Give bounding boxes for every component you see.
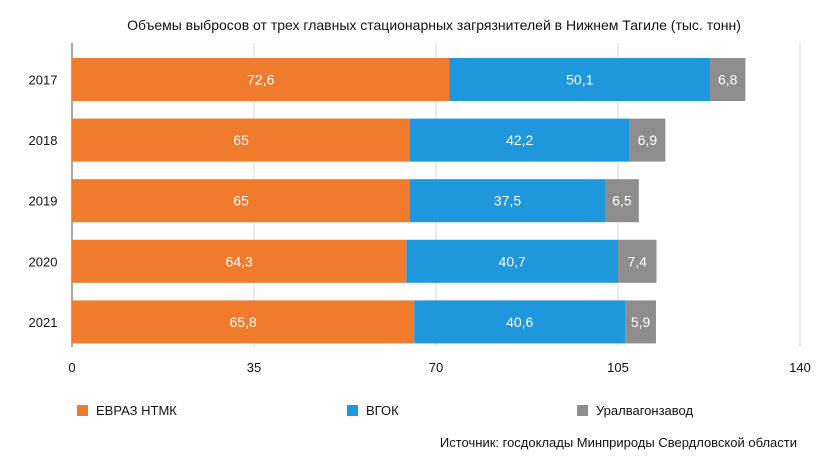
data-label: 65 bbox=[233, 132, 249, 148]
bar-segment bbox=[629, 118, 666, 162]
source-note: Источник: госдоклады Минприроды Свердлов… bbox=[439, 435, 797, 450]
bars-layer: 72,6 50,1 6,8 65 42,2 6,9 65 37,5 6,5 64,3 40,7 7,4… bbox=[72, 58, 746, 344]
category-label: 2018 bbox=[29, 133, 58, 148]
category-label: 2017 bbox=[29, 73, 58, 88]
data-label: 72,6 bbox=[247, 72, 274, 88]
category-label: 2020 bbox=[29, 254, 58, 269]
data-label: 6,5 bbox=[612, 193, 632, 209]
data-label: 50,1 bbox=[566, 72, 593, 88]
x-tick-label: 105 bbox=[607, 360, 629, 375]
data-label: 6,8 bbox=[718, 72, 738, 88]
bar-segment bbox=[72, 300, 415, 344]
bar-segment bbox=[410, 179, 605, 223]
bar-segment bbox=[414, 300, 626, 344]
data-label: 5,9 bbox=[631, 314, 651, 330]
bar-segment bbox=[72, 179, 410, 223]
legend-label: ВГОК bbox=[366, 403, 399, 418]
data-label: 40,6 bbox=[506, 314, 533, 330]
legend-label: ЕВРАЗ НТМК bbox=[96, 403, 177, 418]
x-tick-label: 35 bbox=[247, 360, 261, 375]
x-tick-label: 140 bbox=[789, 360, 811, 375]
category-labels-layer: 2017 2018 2019 2020 2021 bbox=[29, 73, 58, 330]
category-label: 2021 bbox=[29, 315, 58, 330]
bar-segment bbox=[449, 58, 711, 101]
data-label: 37,5 bbox=[494, 193, 521, 209]
legend-label: Уралвагонзавод bbox=[596, 403, 693, 418]
legend-swatch bbox=[577, 405, 588, 416]
bar-segment bbox=[406, 239, 618, 283]
category-label: 2019 bbox=[29, 194, 58, 209]
bar-segment bbox=[618, 239, 657, 283]
bar-segment bbox=[72, 58, 450, 101]
legend-swatch bbox=[77, 405, 88, 416]
data-label: 65 bbox=[233, 193, 249, 209]
bar-segment bbox=[710, 58, 746, 101]
bar-segment bbox=[72, 239, 407, 283]
bar-segment bbox=[72, 118, 410, 162]
data-label: 64,3 bbox=[226, 253, 253, 269]
bar-segment bbox=[605, 179, 639, 223]
x-tick-label: 0 bbox=[68, 360, 75, 375]
legend-swatch bbox=[347, 405, 358, 416]
data-label: 42,2 bbox=[506, 132, 533, 148]
data-label: 7,4 bbox=[628, 253, 648, 269]
chart-title: Объемы выбросов от трех главных стациона… bbox=[127, 17, 741, 33]
bar-segment bbox=[625, 300, 656, 344]
x-ticks-layer: 0 35 70 105 140 bbox=[68, 360, 810, 375]
bar-segment bbox=[410, 118, 630, 162]
data-label: 40,7 bbox=[499, 253, 526, 269]
data-label: 6,9 bbox=[638, 132, 658, 148]
data-label: 65,8 bbox=[229, 314, 256, 330]
x-tick-label: 70 bbox=[429, 360, 443, 375]
legend-layer: ЕВРАЗ НТМК ВГОК Уралвагонзавод bbox=[77, 403, 693, 418]
